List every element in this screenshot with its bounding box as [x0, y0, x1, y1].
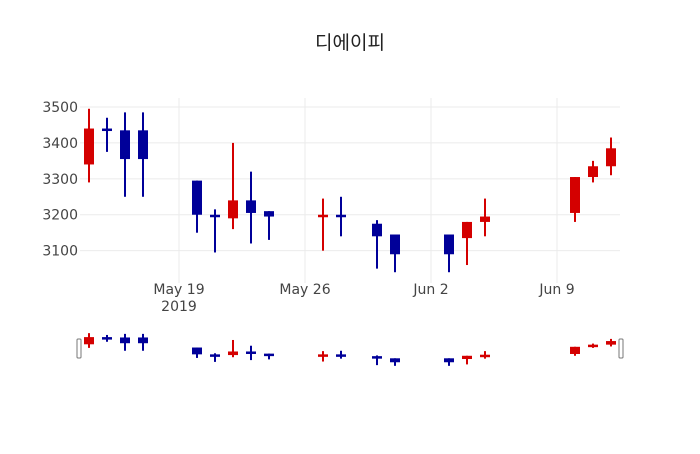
- candle: [480, 351, 490, 359]
- candle: [318, 351, 328, 362]
- x-tick-label: May 26: [279, 282, 330, 298]
- candle: [210, 209, 220, 253]
- range-slider[interactable]: [76, 333, 624, 366]
- candle: [102, 117, 112, 152]
- y-tick-label: 3500: [42, 100, 78, 116]
- candle: [570, 177, 580, 222]
- candle: [444, 358, 454, 366]
- x-tick-label: Jun 2: [412, 282, 448, 298]
- gridlines: [80, 98, 620, 283]
- y-axis: 3100 3200 3300 3400 3500: [42, 100, 78, 260]
- candles: [84, 108, 616, 273]
- candle: [228, 142, 238, 230]
- candle: [120, 112, 130, 197]
- candle: [318, 198, 328, 251]
- candle: [444, 234, 454, 273]
- y-tick-label: 3400: [42, 136, 78, 152]
- x-tick-label: Jun 9: [538, 282, 574, 298]
- candle: [264, 211, 274, 240]
- candle: [588, 343, 598, 348]
- range-slider-left-handle[interactable]: [76, 338, 82, 359]
- candle: [336, 350, 346, 359]
- candle: [390, 234, 400, 273]
- candle: [228, 339, 238, 358]
- candle: [570, 346, 580, 356]
- candle: [192, 347, 202, 358]
- candle: [606, 137, 616, 176]
- candle: [246, 345, 256, 361]
- candle: [462, 221, 472, 266]
- candle: [588, 160, 598, 183]
- candle: [480, 198, 490, 237]
- candle: [462, 355, 472, 365]
- candle: [606, 338, 616, 347]
- y-tick-label: 3100: [42, 244, 78, 260]
- candle: [264, 353, 274, 360]
- candle: [246, 171, 256, 244]
- candle: [210, 353, 220, 362]
- candle: [120, 333, 130, 351]
- candle: [138, 333, 148, 351]
- candle: [372, 220, 382, 269]
- candle: [102, 334, 112, 342]
- candle: [192, 180, 202, 233]
- candle: [84, 333, 94, 348]
- y-tick-label: 3300: [42, 172, 78, 188]
- candle: [84, 108, 94, 183]
- candle: [138, 112, 148, 197]
- chart-title: 디에이피: [315, 32, 385, 54]
- range-slider-right-handle[interactable]: [618, 338, 624, 359]
- candle: [336, 196, 346, 237]
- x-tick-label: May 19: [153, 282, 204, 298]
- y-tick-label: 3200: [42, 208, 78, 224]
- x-tick-sublabel: 2019: [161, 299, 197, 315]
- candle: [372, 355, 382, 366]
- candle: [390, 358, 400, 366]
